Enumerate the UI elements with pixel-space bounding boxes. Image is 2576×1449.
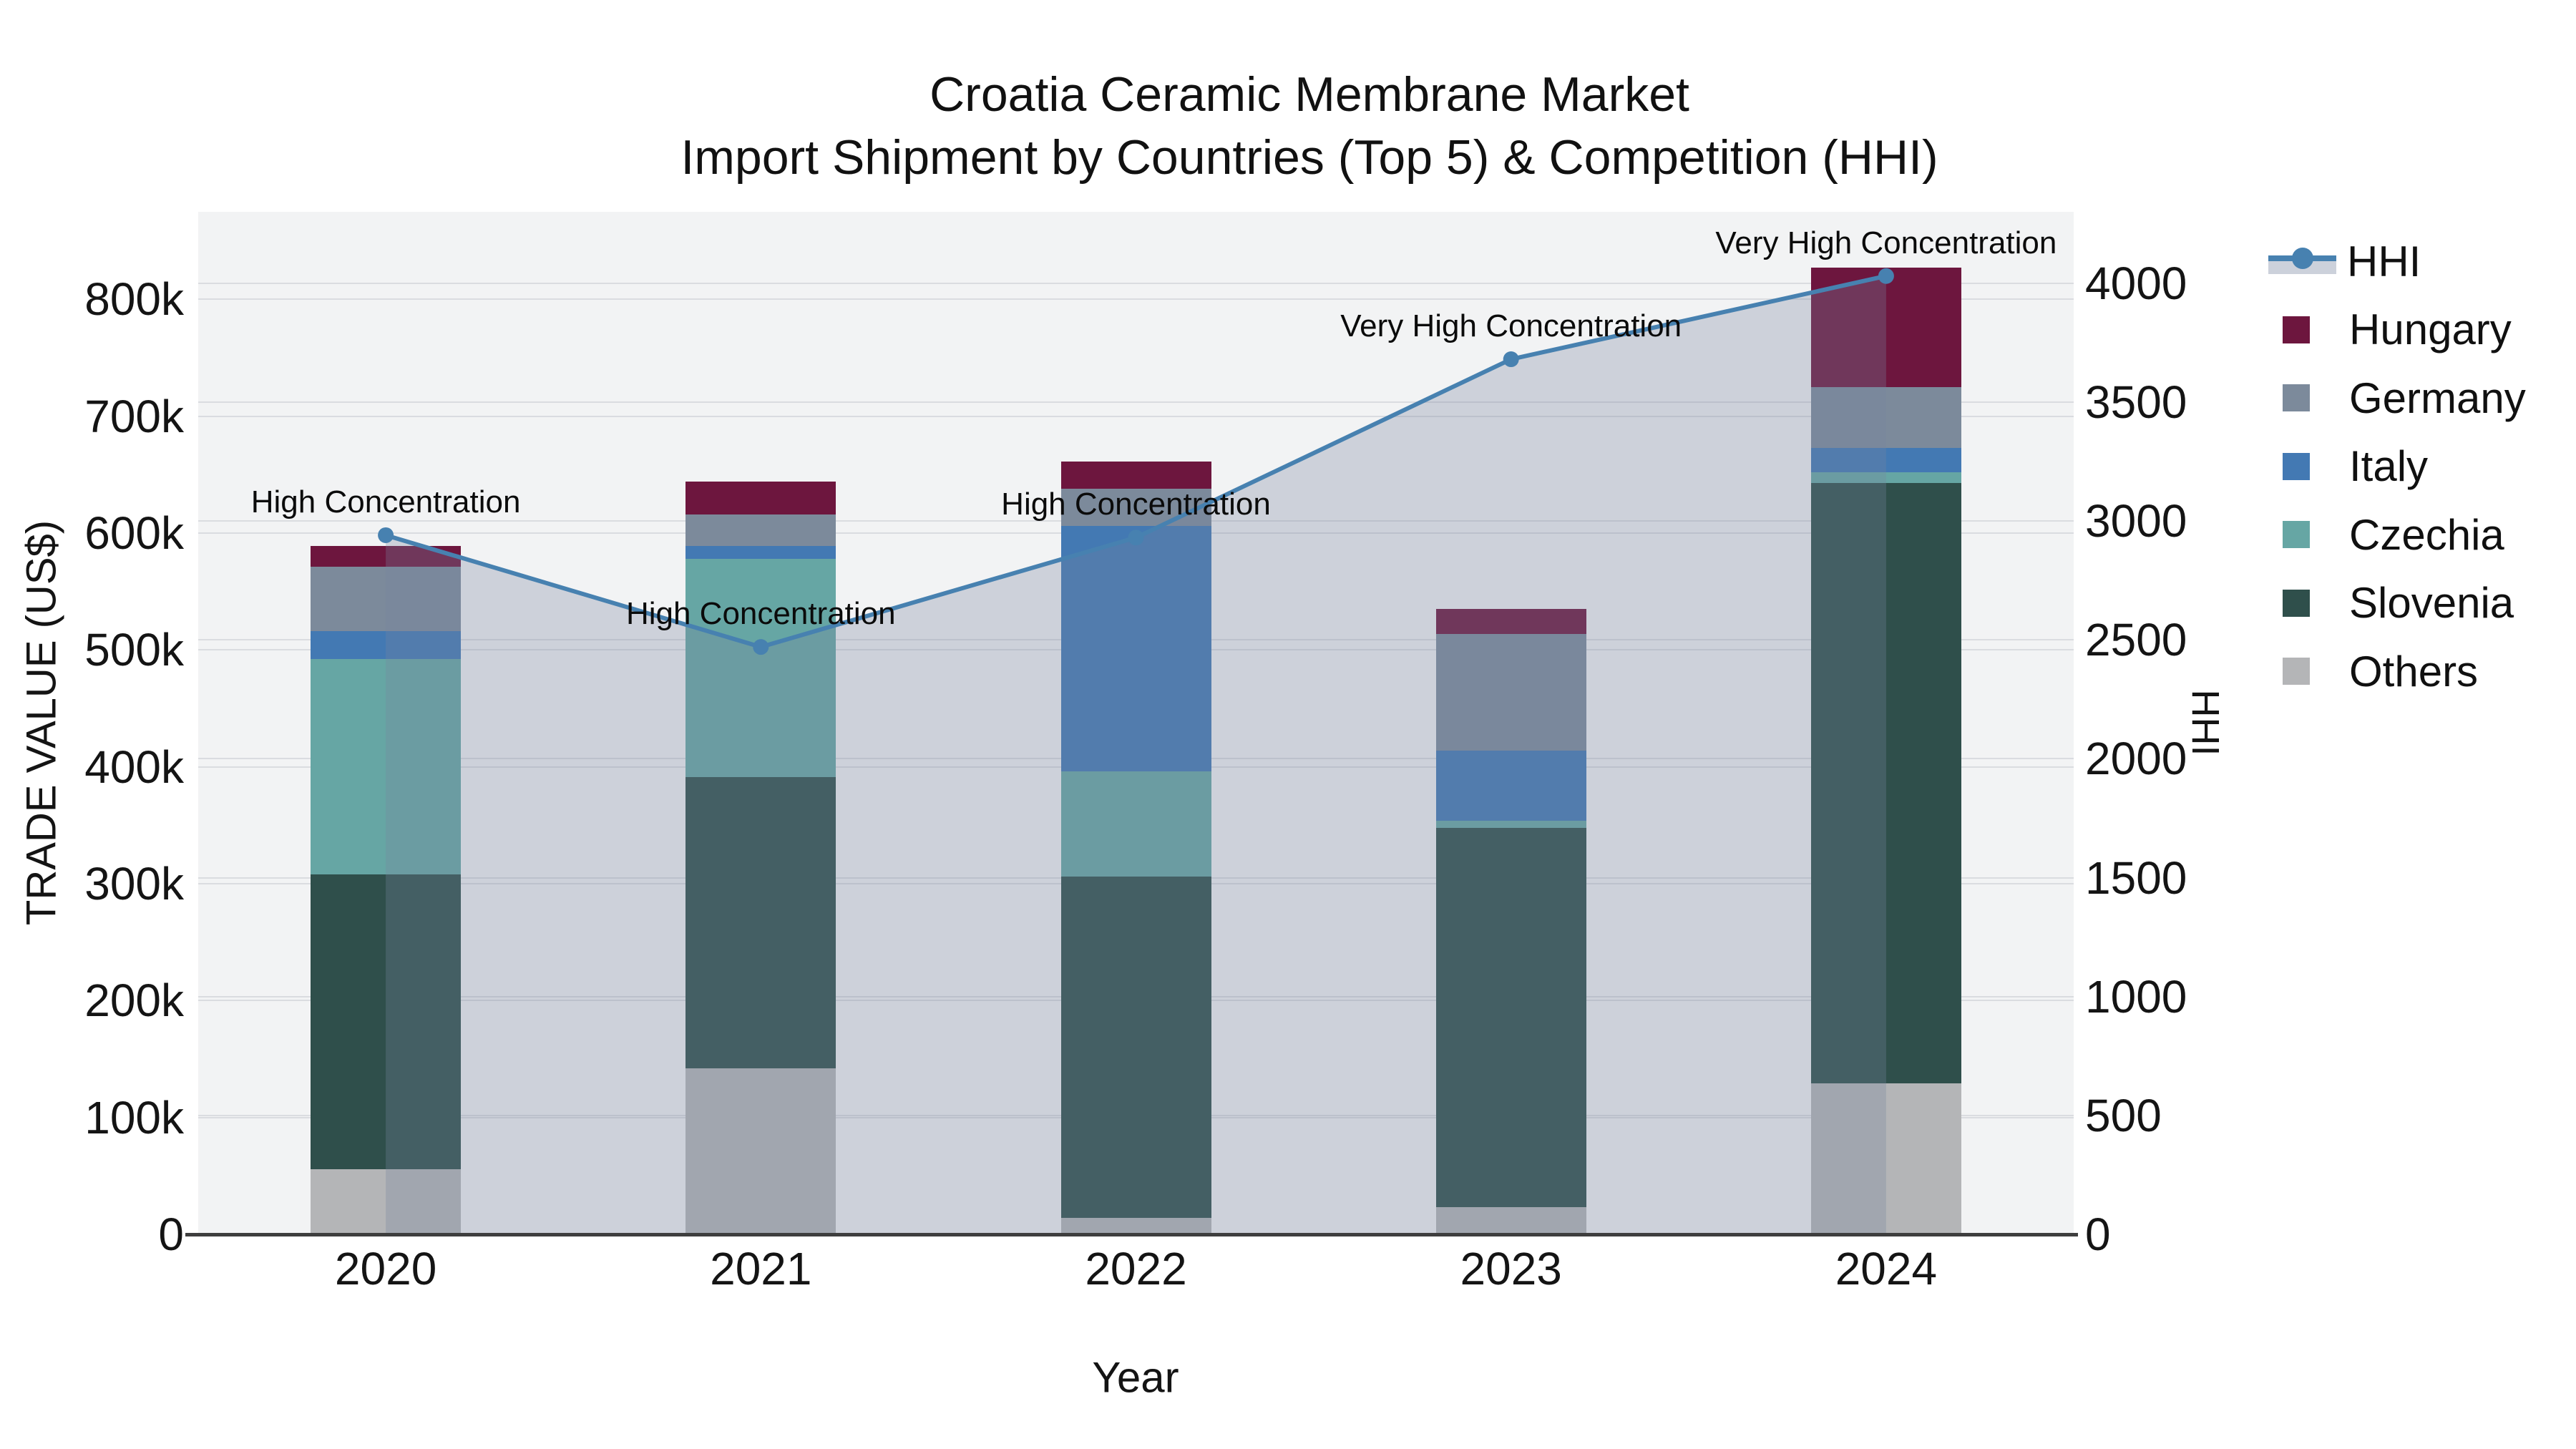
bar-segment-others-2022 xyxy=(1060,1218,1211,1234)
legend-swatch-czechia xyxy=(2283,521,2310,548)
bar-segment-italy-2023 xyxy=(1435,750,1586,821)
bar-segment-hungary-2023 xyxy=(1435,609,1586,634)
x-tick-2023: 2023 xyxy=(1460,1243,1562,1294)
bar-segment-slovenia-2022 xyxy=(1060,877,1211,1219)
bar-segment-germany-2023 xyxy=(1435,633,1586,751)
bar-segment-hungary-2021 xyxy=(686,482,836,514)
bar-segment-slovenia-2023 xyxy=(1435,827,1586,1208)
annotation-2024: Very High Concentration xyxy=(1715,225,2057,260)
bar-segment-czechia-2020 xyxy=(311,659,462,874)
x-tick-2021: 2021 xyxy=(710,1243,812,1294)
chart-title-line1: Croatia Ceramic Membrane Market xyxy=(930,67,1689,122)
y-right-tick-2500: 2500 xyxy=(2085,614,2187,666)
legend-label: Slovenia xyxy=(2349,579,2514,627)
legend-label: Germany xyxy=(2349,374,2526,422)
bar-segment-slovenia-2021 xyxy=(686,777,836,1069)
bar-segment-slovenia-2024 xyxy=(1810,482,1961,1084)
y-left-tick-300k: 300k xyxy=(84,858,184,910)
legend-item-slovenia[interactable]: Slovenia xyxy=(2265,569,2514,638)
hhi-marker-2023 xyxy=(1503,351,1519,368)
hhi-marker-2020 xyxy=(378,527,394,543)
chart-title-line2: Import Shipment by Countries (Top 5) & C… xyxy=(680,130,1938,185)
legend-label: Italy xyxy=(2349,442,2429,490)
bar-segment-germany-2024 xyxy=(1810,386,1961,448)
hhi-overlay xyxy=(378,268,1894,1234)
y-right-tick-1500: 1500 xyxy=(2085,852,2187,904)
legend-item-germany[interactable]: Germany xyxy=(2265,364,2526,432)
legend-swatch-hungary xyxy=(2283,316,2310,343)
bar-segment-italy-2021 xyxy=(686,546,836,560)
x-tick-2024: 2024 xyxy=(1835,1243,1938,1294)
legend-item-hungary[interactable]: Hungary xyxy=(2265,296,2512,364)
legend-item-czechia[interactable]: Czechia xyxy=(2265,500,2504,569)
legend-swatch-italy xyxy=(2283,452,2310,480)
y-axis-title-right: HHI xyxy=(2184,689,2227,756)
annotation-2020: High Concentration xyxy=(250,484,521,519)
legend-label: Others xyxy=(2349,647,2479,696)
y-left-tick-0: 0 xyxy=(158,1209,184,1260)
x-axis-line xyxy=(185,1233,2078,1236)
bar-segment-czechia-2024 xyxy=(1810,472,1961,483)
gridline xyxy=(198,298,2074,301)
y-left-tick-600k: 600k xyxy=(84,507,184,560)
legend-label: Czechia xyxy=(2349,510,2504,559)
bar-segment-slovenia-2020 xyxy=(311,874,462,1169)
legend-swatch-slovenia xyxy=(2283,589,2310,617)
y-right-tick-4000: 4000 xyxy=(2085,257,2187,309)
bar-segment-czechia-2021 xyxy=(686,559,836,778)
y-right-tick-3000: 3000 xyxy=(2085,495,2187,547)
chart-title: Croatia Ceramic Membrane Market Import S… xyxy=(680,63,1938,189)
y-right-tick-2000: 2000 xyxy=(2085,733,2187,785)
y-left-tick-400k: 400k xyxy=(84,741,184,793)
y-left-tick-700k: 700k xyxy=(84,390,184,442)
legend-label: Hungary xyxy=(2349,306,2512,353)
legend-swatch-germany xyxy=(2283,384,2310,411)
annotation-2022: High Concentration xyxy=(1001,487,1271,522)
bar-segment-others-2024 xyxy=(1810,1083,1961,1234)
y-right-tick-500: 500 xyxy=(2085,1089,2162,1141)
bar-segment-italy-2024 xyxy=(1810,447,1961,473)
hhi-marker-2022 xyxy=(1128,530,1144,546)
y-right-tick-1000: 1000 xyxy=(2085,970,2187,1023)
bar-segment-hungary-2022 xyxy=(1060,462,1211,489)
legend-label: HHI xyxy=(2347,237,2421,286)
legend-item-italy[interactable]: Italy xyxy=(2265,432,2428,501)
hhi-area xyxy=(386,275,1886,1234)
legend-item-others[interactable]: Others xyxy=(2265,637,2478,706)
bar-segment-italy-2022 xyxy=(1060,526,1211,772)
bar-segment-germany-2022 xyxy=(1060,489,1211,527)
y-left-tick-500k: 500k xyxy=(84,624,184,676)
x-axis-title: Year xyxy=(1092,1353,1179,1402)
bar-segment-czechia-2023 xyxy=(1435,820,1586,828)
y-left-tick-200k: 200k xyxy=(84,975,184,1027)
bar-segment-others-2020 xyxy=(311,1169,462,1234)
x-tick-2020: 2020 xyxy=(334,1243,437,1294)
y-left-tick-800k: 800k xyxy=(84,273,184,326)
bar-segment-germany-2020 xyxy=(311,567,462,632)
legend-swatch-others xyxy=(2283,658,2310,685)
gridline xyxy=(198,401,2074,403)
bar-segment-italy-2020 xyxy=(311,631,462,660)
x-tick-2022: 2022 xyxy=(1085,1243,1187,1294)
legend-item-hhi[interactable]: HHI xyxy=(2265,227,2421,296)
hhi-marker-2021 xyxy=(753,639,769,655)
y-right-tick-3500: 3500 xyxy=(2085,376,2187,428)
bar-segment-others-2023 xyxy=(1435,1207,1586,1234)
y-left-tick-100k: 100k xyxy=(84,1091,184,1143)
plot-area xyxy=(198,212,2074,1234)
gridline xyxy=(198,415,2074,417)
hhi-line-sample-icon xyxy=(2268,244,2336,278)
hhi-marker-2024 xyxy=(1878,268,1894,284)
hhi-marker-sample xyxy=(2291,248,2313,269)
annotation-2023: Very High Concentration xyxy=(1340,308,1682,344)
y-right-tick-0: 0 xyxy=(2085,1209,2111,1260)
annotation-2021: High Concentration xyxy=(625,596,896,632)
gridline xyxy=(198,282,2074,284)
bar-segment-germany-2021 xyxy=(686,514,836,547)
bar-segment-czechia-2022 xyxy=(1060,771,1211,877)
bar-segment-others-2021 xyxy=(686,1068,836,1234)
